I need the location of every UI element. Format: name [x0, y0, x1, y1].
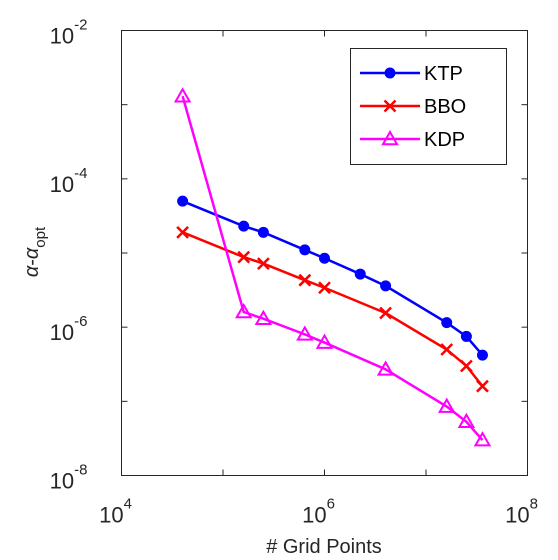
legend-item-bbo: BBO — [360, 96, 466, 118]
y-tick-label-base: 10 — [50, 24, 74, 49]
x-marker-stroke — [383, 99, 397, 113]
y-tick-label-exponent: -4 — [74, 165, 87, 182]
y-tick-label-exponent: -8 — [74, 462, 87, 479]
y-tick-label-exponent: -2 — [74, 17, 87, 34]
x-axis-label: # Grid Points — [266, 536, 382, 558]
y-tick-label: 10-4 — [50, 165, 88, 197]
legend: KTP BBO KDP — [350, 48, 507, 165]
data-point-kdp — [296, 325, 314, 341]
data-point-ktp — [476, 349, 488, 361]
data-point-kdp — [437, 397, 456, 413]
series-ktp — [177, 195, 488, 361]
legend-marker-bbo — [383, 99, 397, 113]
data-point-kdp — [473, 431, 492, 447]
data-point-ktp — [441, 317, 453, 329]
x-marker-stroke — [237, 250, 251, 264]
data-point-bbo — [460, 359, 473, 373]
data-point-ktp — [299, 244, 311, 256]
data-point-ktp — [238, 220, 250, 232]
data-point-kdp — [173, 87, 192, 103]
data-point-bbo — [176, 225, 189, 239]
x-marker-stroke — [257, 257, 270, 270]
x-tick-label-base: 10 — [99, 503, 123, 528]
legend-item-ktp: KTP — [360, 63, 463, 85]
data-point-kdp — [254, 309, 273, 325]
x-tick-label-exponent: 6 — [327, 496, 335, 513]
y-tick-label-base: 10 — [50, 172, 74, 197]
data-point-kdp — [234, 303, 253, 319]
data-point-bbo — [237, 250, 251, 264]
y-axis-label-dash: - — [21, 259, 43, 266]
data-point-ktp — [177, 195, 189, 207]
series-line-ktp — [182, 200, 484, 356]
data-point-ktp — [380, 280, 392, 292]
x-marker-stroke — [318, 281, 331, 295]
y-axis-label-alpha: α — [21, 265, 43, 277]
series-line-kdp — [181, 95, 484, 441]
legend-item-kdp: KDP — [360, 129, 465, 151]
legend-label-bbo: BBO — [424, 96, 466, 118]
legend-label-kdp: KDP — [424, 129, 465, 151]
legend-marker-ktp — [384, 67, 396, 79]
x-marker-stroke — [460, 359, 473, 373]
y-tick-label-exponent: -6 — [74, 313, 87, 330]
data-point-bbo — [440, 343, 454, 356]
x-tick-label-exponent: 4 — [124, 496, 132, 513]
data-point-ktp — [354, 268, 366, 280]
x-tick-label: 108 — [505, 496, 538, 528]
data-point-ktp — [460, 330, 472, 342]
data-point-kdp — [376, 360, 395, 376]
y-axis-ticks: 10-810-610-410-2 — [50, 17, 528, 494]
x-tick-label: 104 — [99, 496, 132, 528]
data-point-bbo — [298, 273, 312, 287]
x-tick-label-base: 10 — [302, 503, 326, 528]
x-tick-label-exponent: 8 — [530, 496, 538, 513]
x-marker-stroke — [176, 225, 189, 239]
legend-entries: KTP BBO KDP — [360, 63, 466, 151]
data-point-bbo — [476, 379, 489, 393]
y-tick-label: 10-2 — [50, 17, 88, 49]
x-marker-stroke — [476, 379, 489, 393]
x-marker-stroke — [440, 343, 454, 356]
x-tick-label: 106 — [302, 496, 335, 528]
y-tick-label-base: 10 — [50, 469, 74, 494]
series-bbo — [176, 225, 489, 393]
x-marker-stroke — [298, 273, 312, 287]
legend-marker-kdp — [381, 129, 399, 146]
legend-label-ktp: KTP — [424, 63, 463, 85]
data-point-ktp — [257, 226, 269, 238]
series-kdp — [173, 87, 492, 447]
y-axis-label: α-αopt — [21, 226, 49, 277]
data-point-ktp — [319, 252, 330, 264]
x-tick-label-base: 10 — [505, 503, 529, 528]
y-axis-label-subscript: opt — [32, 226, 49, 248]
data-point-kdp — [457, 412, 476, 429]
x-marker-stroke — [379, 306, 392, 320]
data-point-bbo — [318, 281, 331, 295]
y-tick-label: 10-8 — [50, 462, 88, 494]
y-tick-label-base: 10 — [50, 320, 74, 345]
x-axis-ticks: 104 106 108 — [99, 30, 538, 528]
data-point-bbo — [379, 306, 392, 320]
y-tick-label: 10-6 — [50, 313, 88, 345]
series-layer — [173, 87, 492, 447]
data-point-bbo — [257, 257, 270, 270]
data-point-kdp — [315, 333, 334, 349]
y-axis-label-alpha-2: α — [21, 247, 43, 259]
